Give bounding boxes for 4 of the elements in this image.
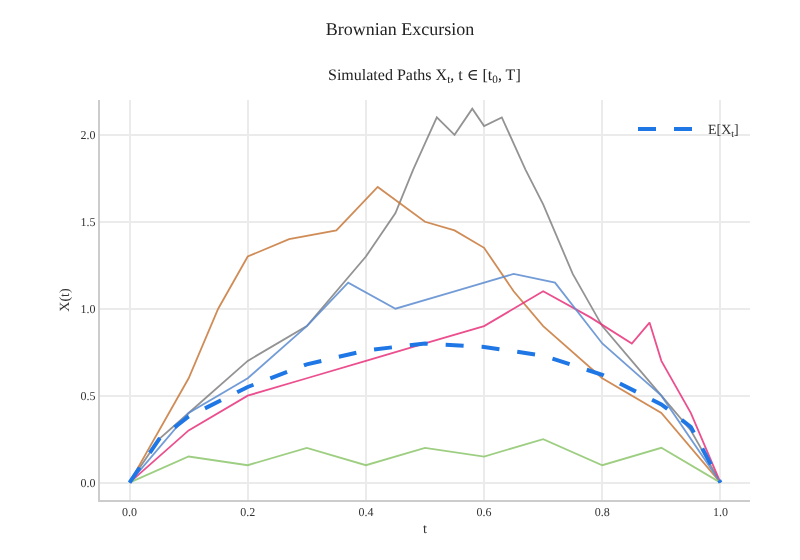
line-series <box>128 438 722 484</box>
chart-subtitle: Simulated Paths X$_{t}$, t ∈ [t$_{0}$, T] <box>328 66 522 88</box>
chart-title: Brownian Excursion <box>325 19 476 39</box>
line-series <box>127 341 723 485</box>
